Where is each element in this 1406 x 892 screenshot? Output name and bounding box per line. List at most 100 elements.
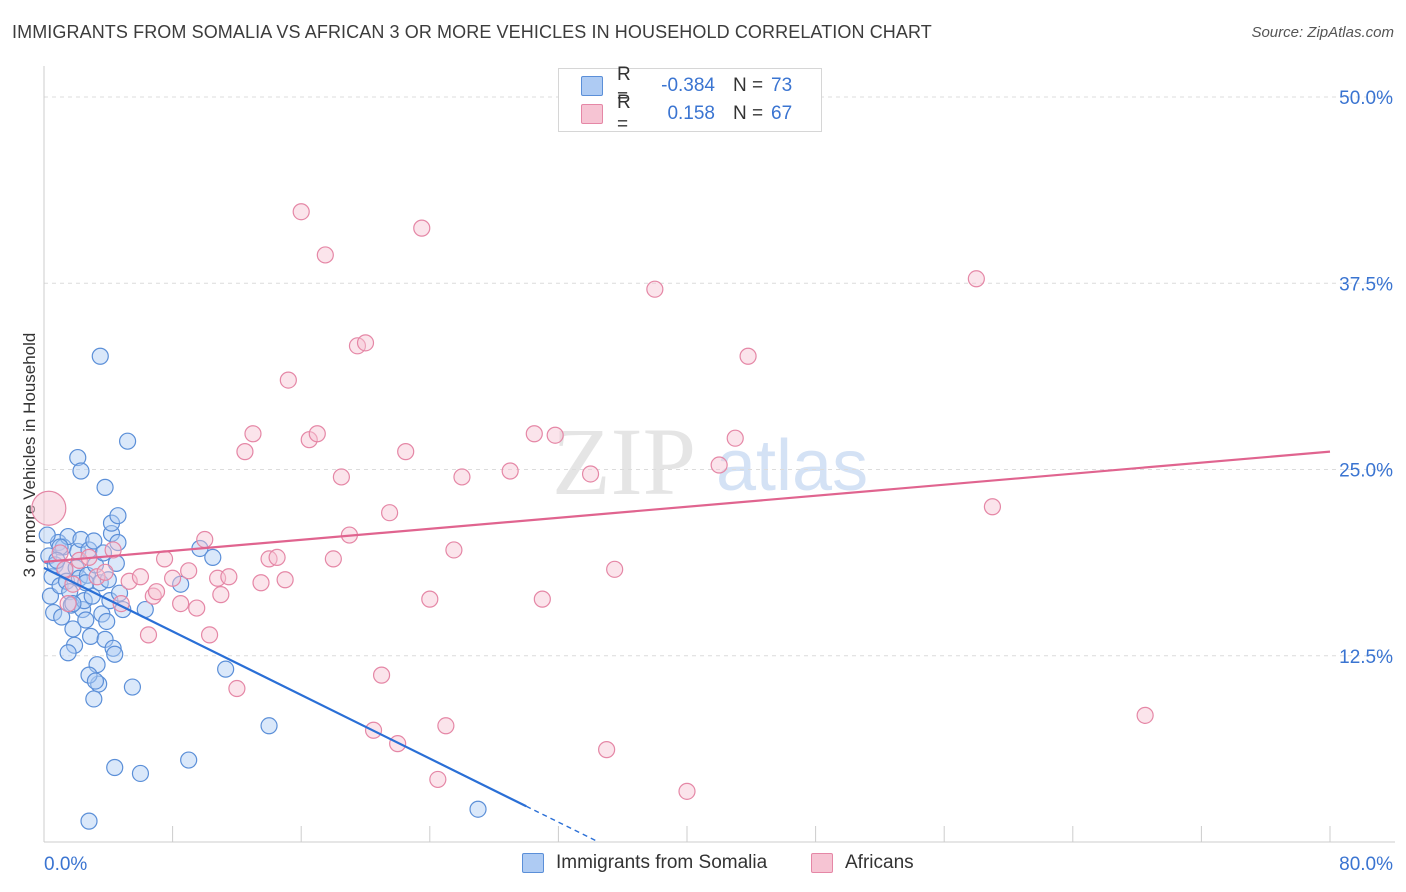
- point-somalia: [45, 603, 63, 622]
- point-somalia: [38, 526, 56, 544]
- legend-label-somalia: Immigrants from Somalia: [556, 852, 768, 873]
- y-tick-label: 12.5%: [1339, 647, 1393, 668]
- trend-line-africans: [43, 450, 1331, 563]
- point-africans: [236, 443, 254, 461]
- point-somalia: [75, 592, 93, 610]
- point-africans: [220, 568, 238, 586]
- point-somalia: [69, 448, 87, 467]
- data-points: [31, 203, 1154, 830]
- y-tick-label: 25.0%: [1339, 461, 1393, 482]
- point-africans: [381, 504, 399, 522]
- legend-n-label: N =: [733, 75, 764, 96]
- point-africans: [155, 550, 174, 568]
- legend-swatch-blue: [522, 853, 544, 873]
- point-africans: [445, 541, 463, 559]
- point-africans: [244, 425, 262, 443]
- point-africans: [147, 583, 166, 601]
- legend-n-value: 67: [771, 103, 793, 124]
- legend-r-label: R =: [617, 92, 631, 135]
- legend-row-somalia: R = -0.384 N = 73: [581, 64, 793, 107]
- legend-swatch-pink: [811, 853, 833, 873]
- point-somalia: [77, 611, 95, 629]
- point-africans: [646, 280, 664, 298]
- point-africans: [983, 498, 1002, 516]
- point-africans: [372, 666, 391, 684]
- x-tick-label: 0.0%: [44, 854, 87, 875]
- point-somalia: [204, 548, 222, 567]
- point-africans: [1136, 706, 1154, 724]
- point-africans: [188, 599, 206, 617]
- point-africans: [252, 574, 270, 592]
- point-somalia: [469, 800, 487, 818]
- point-africans: [413, 219, 431, 237]
- legend-item-somalia[interactable]: Immigrants from Somalia: [522, 852, 767, 874]
- point-africans: [31, 490, 67, 526]
- point-somalia: [59, 644, 77, 662]
- legend-label-africans: Africans: [845, 852, 914, 873]
- point-africans: [581, 465, 600, 483]
- point-somalia: [85, 690, 103, 708]
- point-somalia: [98, 612, 116, 631]
- point-africans: [429, 770, 447, 789]
- point-africans: [268, 548, 286, 567]
- point-africans: [356, 334, 375, 352]
- point-somalia: [131, 764, 150, 783]
- point-africans: [332, 468, 350, 486]
- point-africans: [606, 560, 624, 578]
- legend-n-label: N =: [733, 103, 764, 124]
- point-somalia: [118, 432, 137, 450]
- point-somalia: [260, 717, 278, 735]
- point-africans: [501, 462, 519, 480]
- legend-n-value: 73: [771, 75, 793, 96]
- point-africans: [546, 426, 564, 444]
- legend-row-africans: R = 0.158 N = 67: [581, 92, 793, 135]
- point-somalia: [123, 678, 142, 696]
- point-africans: [678, 782, 696, 800]
- trend-line-somalia-extension: [525, 805, 599, 843]
- point-somalia: [217, 660, 235, 678]
- point-africans: [212, 586, 230, 604]
- legend-swatch-pink: [581, 104, 603, 124]
- point-africans: [726, 429, 744, 447]
- series-legend: Immigrants from Somalia Africans: [0, 852, 1406, 876]
- legend-swatch-blue: [581, 76, 603, 96]
- legend-r-value: 0.158: [667, 103, 715, 124]
- point-somalia: [51, 538, 69, 556]
- source-label: Source: ZipAtlas.com: [1251, 24, 1394, 41]
- point-africans: [180, 562, 198, 580]
- point-somalia: [80, 666, 98, 684]
- point-somalia: [86, 672, 105, 690]
- legend-r-label: R =: [617, 64, 631, 107]
- point-africans: [292, 203, 310, 221]
- point-somalia: [106, 645, 124, 663]
- point-africans: [139, 626, 158, 644]
- point-somalia: [64, 594, 82, 613]
- point-africans: [739, 347, 757, 365]
- point-africans: [131, 568, 150, 586]
- point-somalia: [91, 347, 109, 365]
- point-africans: [59, 594, 77, 613]
- point-africans: [96, 563, 114, 581]
- point-somalia: [106, 758, 124, 777]
- point-africans: [598, 741, 616, 759]
- point-somalia: [96, 478, 114, 496]
- legend-r-value: -0.384: [661, 75, 715, 96]
- point-africans: [710, 456, 728, 474]
- legend-item-africans[interactable]: Africans: [811, 852, 914, 874]
- point-somalia: [85, 532, 103, 550]
- point-africans: [104, 541, 122, 559]
- point-africans: [200, 626, 219, 644]
- point-somalia: [180, 751, 198, 769]
- point-africans: [308, 425, 326, 443]
- axes: [43, 66, 1395, 843]
- point-somalia: [109, 507, 127, 525]
- point-africans: [324, 550, 342, 568]
- tick-labels: 12.5% 25.0% 37.5% 50.0% 0.0% 80.0%: [44, 88, 1393, 875]
- y-tick-label: 50.0%: [1339, 88, 1393, 109]
- point-africans: [51, 544, 69, 562]
- point-africans: [120, 572, 138, 590]
- point-africans: [967, 270, 985, 288]
- x-tick-label: 80.0%: [1339, 854, 1393, 875]
- point-africans: [525, 425, 543, 443]
